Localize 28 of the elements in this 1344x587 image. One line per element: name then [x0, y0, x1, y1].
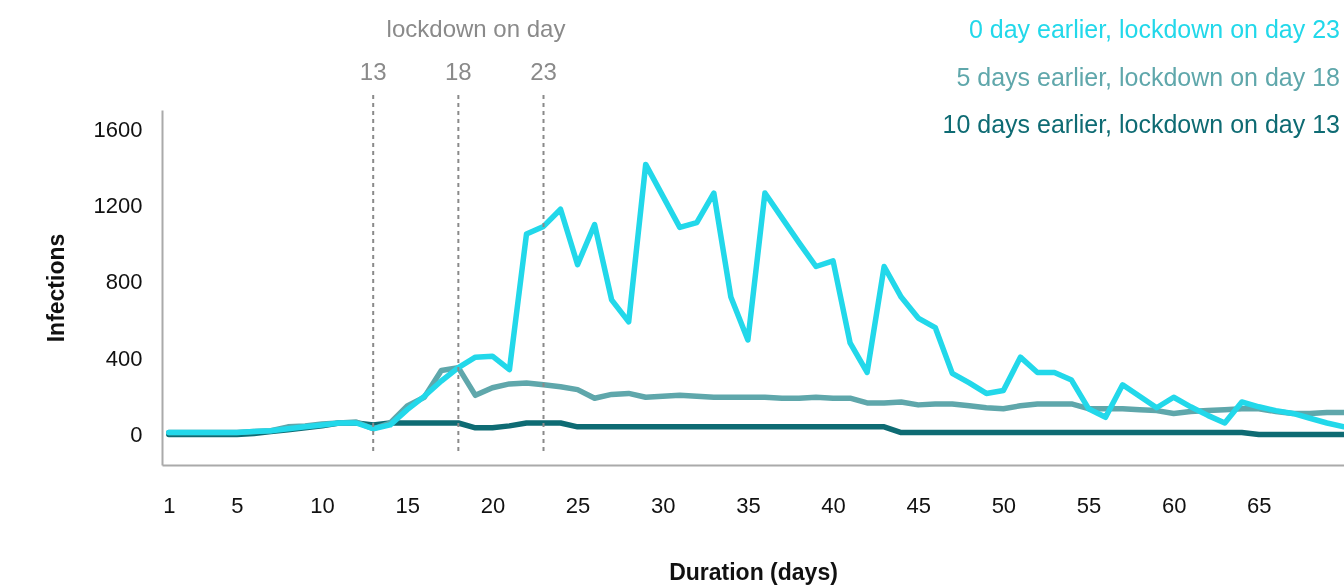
y-tick-label: 0	[130, 421, 143, 447]
ref-line-label: 13	[359, 58, 387, 85]
x-tick-label: 65	[1247, 492, 1272, 518]
text: 10 days earlier, lockdown on day 13	[942, 110, 1340, 138]
text: 0 day earlier, lockdown on day 23	[968, 15, 1340, 43]
text: 5 days earlier, lockdown on day 18	[956, 62, 1340, 91]
x-tick-label: 45	[906, 492, 931, 518]
x-tick-label: 20	[480, 492, 506, 518]
ref-line-label: 23	[530, 58, 557, 85]
y-axis-title: Infections	[42, 233, 69, 343]
x-tick-label: 35	[736, 492, 761, 518]
x-tick-label: 15	[395, 492, 420, 518]
x-tick-label: 55	[1076, 492, 1102, 518]
x-tick-label: 60	[1161, 492, 1187, 518]
y-tick-label: 1600	[93, 116, 143, 142]
y-tick-label: 800	[105, 269, 143, 295]
ref-line-label: 18	[445, 58, 472, 85]
x-tick-label: 40	[821, 492, 846, 518]
text: lockdown on day	[386, 15, 566, 42]
y-tick-label: 1200	[93, 192, 143, 218]
x-tick-label: 30	[650, 492, 676, 518]
x-tick-label: 5	[231, 492, 244, 518]
x-axis-title: Duration (days)	[669, 558, 838, 585]
x-tick-label: 10	[310, 492, 335, 518]
x-tick-label: 50	[991, 492, 1017, 518]
x-tick-label: 25	[565, 492, 591, 518]
y-tick-label: 400	[105, 345, 143, 371]
x-tick-label: 1	[163, 492, 176, 518]
